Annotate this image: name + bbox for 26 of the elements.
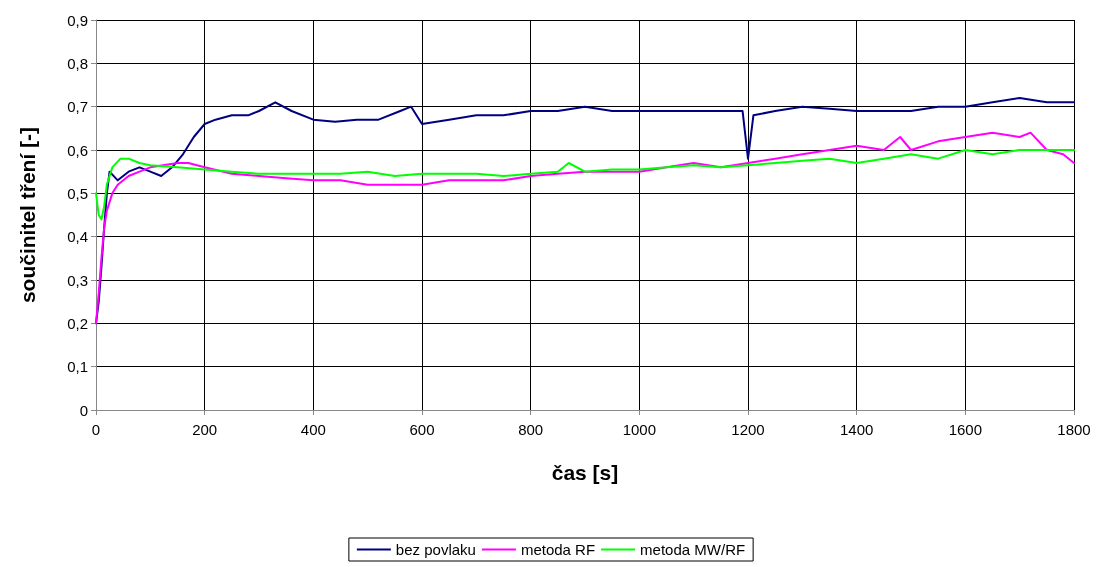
y-tick-label: 0,2	[67, 314, 88, 332]
x-axis-title: čas [s]	[551, 461, 619, 484]
y-tick-label: 0,8	[67, 54, 88, 72]
x-tick-label: 200	[192, 421, 218, 438]
y-tick-label: 0,5	[67, 184, 88, 202]
x-tick-label: 600	[409, 421, 435, 438]
x-tick-label: 1000	[622, 421, 657, 438]
x-tick-label: 1400	[839, 421, 874, 438]
legend-label: metoda MW/RF	[640, 541, 746, 558]
y-tick-label: 0,9	[67, 11, 88, 29]
y-tick-label: 0,1	[67, 358, 88, 376]
y-axis-title: součinitel tření [-]	[16, 126, 39, 304]
x-tick-label: 800	[518, 421, 544, 438]
x-tick-label: 0	[91, 421, 101, 438]
x-tick-label: 1800	[1057, 421, 1091, 438]
y-tick-label: 0,4	[67, 228, 88, 246]
y-tick-label: 0,6	[67, 141, 88, 159]
x-tick-label: 1600	[948, 421, 983, 438]
x-tick-label: 1200	[731, 421, 765, 438]
legend-label: metoda RF	[520, 541, 596, 558]
y-tick-label: 0,3	[67, 271, 88, 289]
y-tick-label: 0	[79, 401, 88, 419]
y-tick-label: 0,7	[67, 98, 88, 116]
x-tick-label: 400	[300, 421, 326, 438]
legend-label: bez povlaku	[395, 541, 476, 558]
line-series	[95, 149, 1075, 221]
